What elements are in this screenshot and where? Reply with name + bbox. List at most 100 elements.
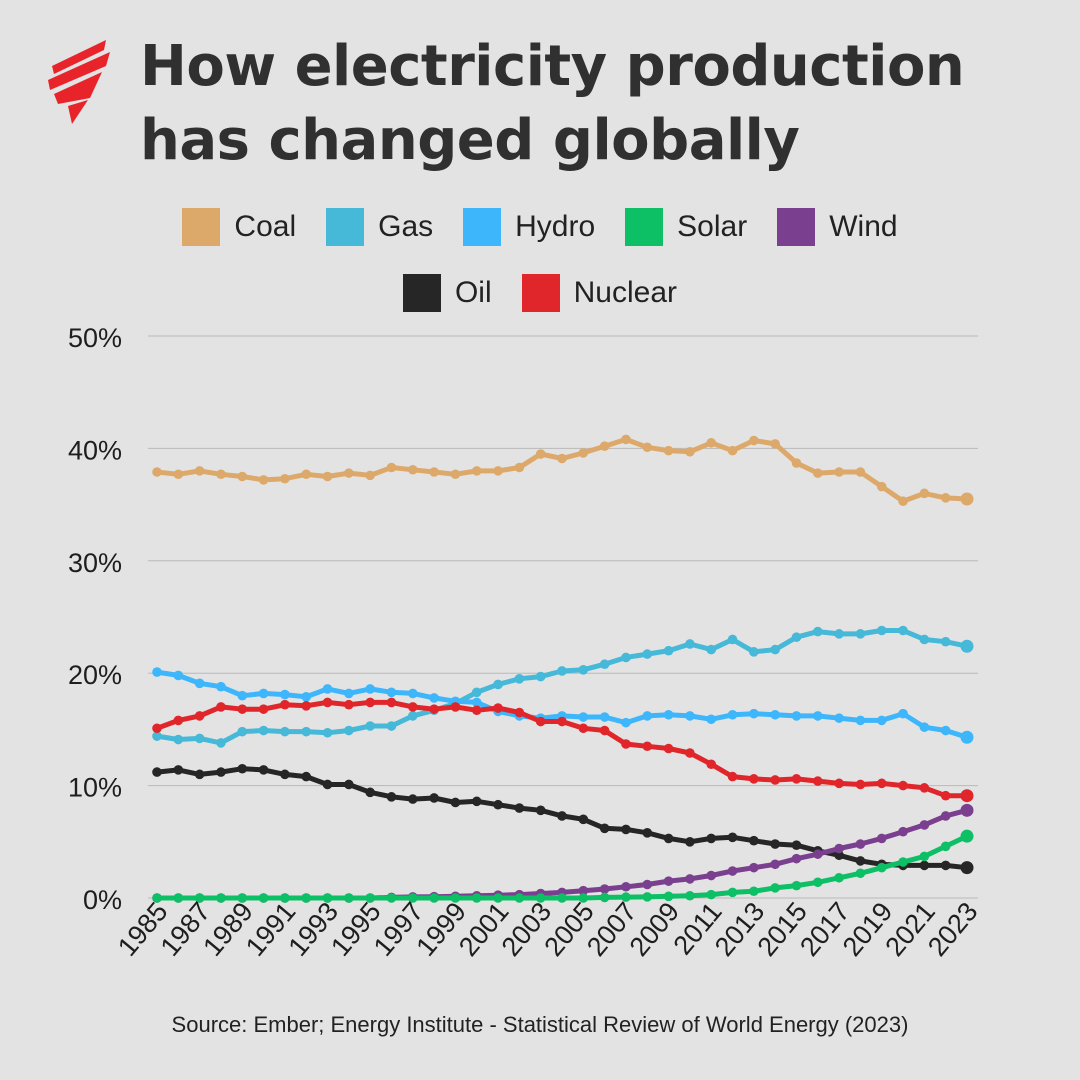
data-point-solar-2007 <box>621 892 631 902</box>
data-point-gas-2004 <box>557 666 567 676</box>
x-tick-label: 2013 <box>709 897 771 962</box>
data-point-oil-1990 <box>258 765 269 775</box>
data-point-hydro-1995 <box>365 684 375 694</box>
y-tick-label: 50% <box>68 323 122 353</box>
data-point-nuclear-1992 <box>301 700 312 711</box>
data-point-oil-1995 <box>365 787 375 798</box>
data-point-coal-1991 <box>280 473 290 484</box>
data-point-nuclear-2021 <box>919 783 930 793</box>
data-point-wind-2013 <box>749 862 759 873</box>
grid-layer <box>148 335 978 899</box>
legend-label-nuclear: Nuclear <box>573 276 678 309</box>
data-point-oil-2013 <box>749 835 759 846</box>
data-point-solar-2006 <box>599 892 610 903</box>
data-point-solar-2000 <box>471 893 482 903</box>
data-point-hydro-1993 <box>322 684 333 694</box>
data-point-coal-2000 <box>471 466 482 476</box>
data-point-oil-1998 <box>429 793 439 803</box>
data-point-oil-2007 <box>621 824 631 835</box>
data-point-solar-2011 <box>706 889 717 900</box>
legend-swatch-wind <box>777 208 816 246</box>
data-point-coal-2002 <box>514 462 525 473</box>
x-tick-label: 2019 <box>837 897 899 962</box>
series-wind <box>152 803 974 903</box>
data-point-gas-1988 <box>216 738 226 748</box>
data-point-coal-1999 <box>450 469 461 480</box>
data-point-oil-2011 <box>706 833 717 844</box>
data-point-nuclear-1995 <box>365 697 375 708</box>
data-point-oil-2009 <box>663 833 674 844</box>
data-point-wind-1994 <box>344 893 354 903</box>
data-point-hydro-2012 <box>727 709 738 720</box>
legend-label-oil: Oil <box>454 276 492 309</box>
x-tick-label: 1987 <box>155 897 217 962</box>
data-point-gas-2001 <box>493 679 503 690</box>
data-point-oil-1996 <box>386 792 397 802</box>
series-oil <box>152 763 974 875</box>
data-point-oil-1993 <box>322 779 333 790</box>
data-point-coal-2014 <box>770 439 780 449</box>
data-point-coal-2005 <box>578 448 589 458</box>
data-point-hydro-1992 <box>301 692 312 702</box>
data-point-gas-2012 <box>727 634 738 645</box>
data-point-hydro-2016 <box>812 711 823 721</box>
data-point-nuclear-1989 <box>237 704 248 714</box>
data-point-nuclear-1986 <box>173 715 184 726</box>
data-point-gas-2014 <box>770 644 780 655</box>
x-tick-label: 1999 <box>410 897 472 962</box>
data-point-coal-1987 <box>194 466 205 476</box>
data-point-hydro-2018 <box>855 715 866 726</box>
data-point-wind-2006 <box>599 884 610 894</box>
data-point-hydro-2001 <box>493 706 503 717</box>
data-point-nuclear-2011 <box>706 759 717 770</box>
data-point-nuclear-2022 <box>940 790 951 801</box>
x-tick-label: 2005 <box>538 897 600 962</box>
data-point-wind-2007 <box>621 881 631 892</box>
data-point-solar-2015 <box>791 880 802 891</box>
legend-item-gas: Gas <box>326 208 433 246</box>
data-point-hydro-2008 <box>642 711 653 721</box>
data-point-gas-2010 <box>685 639 695 649</box>
data-point-oil-1997 <box>407 794 418 804</box>
data-point-hydro-2006 <box>599 712 610 722</box>
data-point-gas-1996 <box>386 721 397 731</box>
legend-item-coal: Coal <box>182 208 296 246</box>
data-point-coal-2004 <box>557 453 567 464</box>
data-point-oil-2017 <box>834 850 844 861</box>
data-point-nuclear-1988 <box>216 702 226 712</box>
x-tick-label: 1997 <box>368 897 430 962</box>
data-point-wind-1996 <box>386 892 397 903</box>
data-point-nuclear-2023 <box>960 789 974 803</box>
data-point-wind-1998 <box>429 891 439 902</box>
data-point-oil-2001 <box>493 799 503 810</box>
data-point-gas-2000 <box>471 687 482 698</box>
data-point-gas-1999 <box>450 698 461 709</box>
data-point-solar-1991 <box>280 893 290 903</box>
data-point-wind-2010 <box>685 874 695 884</box>
data-point-oil-1985 <box>152 767 162 777</box>
data-point-oil-2000 <box>471 796 482 807</box>
series-nuclear <box>152 697 974 803</box>
data-point-solar-2003 <box>535 893 546 903</box>
x-tick-label: 1989 <box>197 897 259 962</box>
data-point-coal-1985 <box>152 467 162 477</box>
data-point-solar-1986 <box>173 893 184 903</box>
data-point-nuclear-1997 <box>407 702 418 712</box>
data-point-gas-2007 <box>621 652 631 663</box>
data-point-coal-2003 <box>535 449 546 459</box>
data-point-coal-1998 <box>429 467 439 477</box>
data-point-wind-1999 <box>450 891 461 902</box>
series-line-hydro <box>154 669 970 740</box>
legend-swatch-oil <box>402 274 441 312</box>
data-point-wind-2018 <box>855 839 866 849</box>
data-point-hydro-2022 <box>940 725 951 736</box>
x-tick-label: 2023 <box>922 897 984 962</box>
data-point-wind-2017 <box>834 843 844 854</box>
data-point-nuclear-1998 <box>429 704 439 714</box>
data-point-oil-1999 <box>450 797 461 808</box>
data-point-hydro-2005 <box>578 712 589 722</box>
data-point-coal-1993 <box>322 471 333 482</box>
data-point-solar-2008 <box>642 892 653 902</box>
x-tick-label: 2015 <box>751 897 813 962</box>
legend-label-gas: Gas <box>378 210 434 243</box>
